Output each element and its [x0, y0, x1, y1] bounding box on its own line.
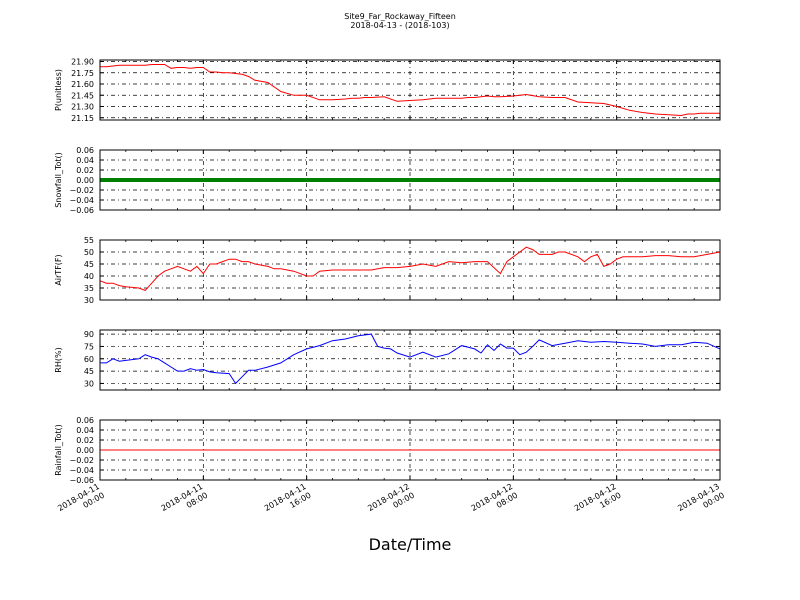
y-axis-label: P(unitless)	[54, 69, 63, 111]
x-axis-label: Date/Time	[369, 535, 452, 554]
y-tick-label: 21.90	[71, 58, 94, 67]
y-tick-label: 21.45	[71, 91, 94, 100]
plot-frame	[99, 239, 721, 301]
y-tick-label: 21.15	[71, 114, 94, 123]
y-tick-label: 21.75	[71, 69, 94, 78]
y-tick-label: 45	[84, 367, 94, 376]
plot-frame	[99, 59, 721, 121]
panel-1: 21.90 21.75 21.60 21.45 21.30 21.15 P(unitless…	[54, 58, 721, 123]
y-tick-label: 55	[84, 236, 94, 245]
y-tick-label: 0.02	[76, 436, 94, 445]
series-line-3	[99, 246, 721, 291]
y-tick-label: 0.04	[76, 156, 94, 165]
y-tick-label: −0.06	[69, 206, 94, 215]
plot-frame	[99, 329, 721, 391]
y-tick-label: −0.02	[69, 186, 94, 195]
y-axis-label: Snowfall_Tot()	[54, 152, 63, 208]
y-tick-label: 45	[84, 260, 94, 269]
y-tick-label: 0.06	[76, 146, 94, 155]
y-tick-label: 0.04	[76, 426, 94, 435]
plot-frame	[99, 419, 721, 481]
series-line-4	[100, 333, 721, 385]
chart-title: Site9_Far_Rockaway_Fifteen	[344, 12, 456, 21]
y-axis-label: Rainfall_Tot()	[54, 424, 63, 476]
y-tick-label: 30	[84, 379, 94, 388]
y-axis-label: AirTF(F)	[54, 254, 63, 285]
y-tick-label: 0.00	[76, 446, 94, 455]
y-tick-label: −0.02	[69, 456, 94, 465]
panel-5: 0.060.040.020.00−0.02−0.04−0.06 Rainfall_…	[54, 416, 721, 485]
y-tick-label: −0.04	[69, 196, 94, 205]
panel-3: 55 50 45 40 35 30 AirTF(F)	[54, 236, 721, 305]
panels: 21.90 21.75 21.60 21.45 21.30 21.15 P(unitless…	[54, 58, 721, 485]
y-tick-label: −0.04	[69, 466, 94, 475]
y-tick-label: 0.06	[76, 416, 94, 425]
y-tick-label: 0.02	[76, 166, 94, 175]
y-tick-label: 21.60	[71, 80, 94, 89]
chart-subtitle: 2018-04-13 - (2018-103)	[350, 21, 449, 30]
y-tick-label: 0.00	[76, 176, 94, 185]
y-tick-label: 30	[84, 296, 94, 305]
y-tick-label: 90	[84, 330, 94, 339]
panel-4: 90 75 60 45 30 RH(%)	[54, 329, 721, 391]
plot-frame	[99, 149, 721, 211]
y-axis-label: RH(%)	[54, 347, 63, 372]
y-tick-label: 21.30	[71, 103, 94, 112]
y-tick-label: −0.06	[69, 476, 94, 485]
y-tick-label: 75	[84, 342, 94, 351]
y-tick-label: 35	[84, 284, 94, 293]
panel-2: 0.060.040.020.00−0.02−0.04−0.06 Snowfall_…	[54, 146, 721, 215]
series-line-1	[100, 64, 720, 117]
y-tick-label: 50	[84, 248, 94, 257]
y-tick-label: 40	[84, 272, 94, 281]
y-tick-label: 60	[84, 355, 94, 364]
